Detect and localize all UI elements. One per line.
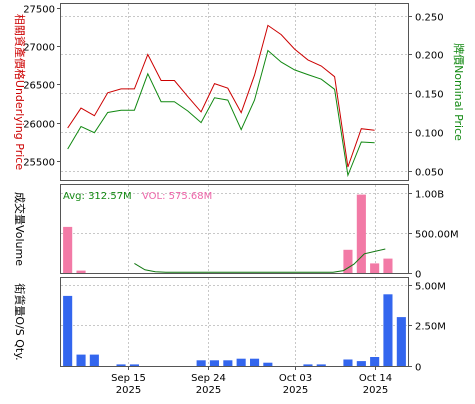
volume-tick-label: 500.00M [415, 230, 459, 241]
os-qty-bar [223, 360, 233, 366]
os-qty-bar [76, 354, 86, 366]
os-qty-bar [356, 361, 366, 366]
underlying-price-tick-label: 25500 [23, 158, 55, 169]
volume-vol-label: VOL: 575.68M [142, 191, 212, 202]
volume-bar [63, 226, 73, 273]
qty-panel-frame [60, 277, 409, 367]
volume-axis-title: 成交量Volume [13, 192, 27, 266]
price-panel-frame [60, 3, 409, 181]
marks-layer [63, 24, 406, 366]
os-qty-bar [196, 360, 206, 366]
x-tick-label-year: 2025 [363, 385, 388, 396]
underlying-price-tick-label: 26000 [23, 120, 55, 131]
os-qty-bar [316, 364, 326, 366]
qty-tick-label: 0 [415, 363, 421, 374]
x-tick-label-date: Sep 15 [111, 373, 146, 384]
x-tick-label-year: 2025 [196, 385, 221, 396]
nominal-price-tick-label: 0.050 [415, 168, 444, 179]
underlying-price-axis-title: 相關資產價格Underlying Price [13, 14, 27, 170]
underlying-price-tick-label: 26500 [23, 81, 55, 92]
os-qty-bar [63, 295, 73, 366]
os-qty-bar [236, 358, 246, 366]
underlying-price-line [67, 24, 375, 168]
volume-average-line [134, 248, 386, 273]
grid-layer [57, 4, 412, 370]
x-tick-label-year: 2025 [283, 385, 308, 396]
volume-tick-label: 1.00B [415, 190, 444, 201]
underlying-price-tick-label: 27000 [23, 43, 55, 54]
nominal-price-tick-label: 0.200 [415, 51, 444, 62]
volume-tick-label: 0 [415, 270, 421, 281]
nominal-price-line [67, 49, 375, 178]
volume-bar [343, 249, 353, 273]
os-qty-bar [116, 364, 126, 366]
volume-bar [370, 263, 380, 273]
volume-bar [383, 258, 393, 273]
os-qty-bar [129, 364, 139, 366]
qty-tick-label: 2.50M [415, 322, 446, 333]
nominal-price-tick-label: 0.250 [415, 13, 444, 24]
volume-bar [76, 270, 86, 273]
os-qty-bar [370, 357, 380, 366]
nominal-price-tick-label: 0.150 [415, 90, 444, 101]
os-qty-bar [343, 359, 353, 366]
os-qty-bar [263, 362, 273, 366]
os-qty-axis-title: 街貨量O/S Qty. [13, 283, 27, 360]
x-tick-label-date: Oct 03 [279, 373, 312, 384]
nominal-price-tick-label: 0.100 [415, 129, 444, 140]
x-tick-label-date: Oct 14 [359, 373, 392, 384]
os-qty-bar [250, 358, 260, 366]
volume-avg-label: Avg: 312.57M [63, 191, 132, 202]
x-tick-label-date: Sep 24 [191, 373, 226, 384]
underlying-price-tick-label: 27500 [23, 5, 55, 16]
volume-bar [356, 194, 366, 273]
os-qty-bar [89, 354, 99, 366]
os-qty-bar [383, 294, 393, 366]
volume-panel-frame [60, 184, 409, 274]
os-qty-bar [209, 360, 219, 366]
x-tick-label-year: 2025 [116, 385, 141, 396]
os-qty-bar [396, 317, 406, 366]
nominal-price-axis-title: 牌價Nominal Price [452, 43, 466, 141]
os-qty-bar [303, 364, 313, 366]
qty-tick-label: 5.00M [415, 282, 446, 293]
